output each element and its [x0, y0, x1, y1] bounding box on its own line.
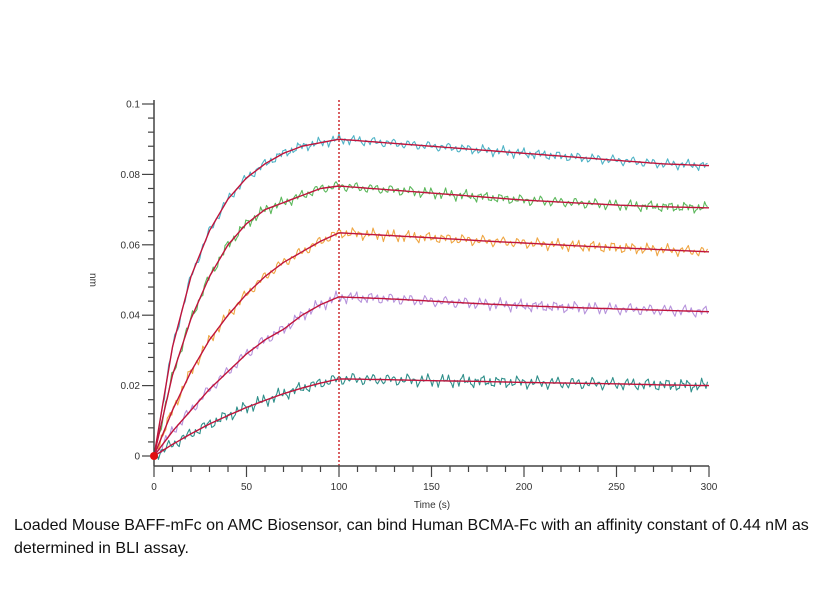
figure-caption: Loaded Mouse BAFF-mFc on AMC Biosensor, …	[14, 517, 809, 557]
x-tick-label: 50	[241, 482, 253, 493]
raw-trace-4	[153, 290, 709, 457]
x-tick-label: 250	[608, 482, 625, 493]
x-tick-label: 200	[516, 482, 533, 493]
fit-lines	[153, 138, 710, 457]
y-axis-title: nm	[87, 273, 98, 287]
fit-line-3	[153, 232, 710, 457]
x-tick-label: 100	[331, 482, 348, 493]
origin-marker	[150, 452, 158, 460]
x-axis-title: Time (s)	[414, 500, 450, 510]
x-tick-label: 0	[151, 482, 157, 493]
y-tick-label: 0.08	[121, 170, 141, 181]
fit-line-2	[153, 185, 709, 457]
axes: 0 0.02 0.04 0.06 0.08 0.1 0 50 100 150 200 250 300	[121, 100, 718, 494]
y-tick-label: 0.04	[121, 311, 141, 322]
x-tick-label: 150	[423, 482, 440, 493]
y-tick-label: 0	[134, 452, 140, 463]
fit-line-4	[153, 296, 710, 457]
bli-sensorgram-chart: 0 0.02 0.04 0.06 0.08 0.1 0 50 100 150 200 250 300 T…	[87, 100, 718, 511]
raw-trace-5	[153, 373, 709, 460]
fit-line-1	[153, 138, 710, 457]
y-tick-label: 0.1	[126, 100, 140, 111]
x-tick-label: 300	[701, 482, 718, 493]
raw-trace-2	[153, 181, 708, 457]
y-tick-label: 0.02	[121, 381, 141, 392]
raw-trace-3	[153, 227, 708, 457]
raw-traces	[153, 133, 709, 460]
y-tick-label: 0.06	[121, 240, 141, 251]
fit-line-5	[153, 378, 710, 457]
